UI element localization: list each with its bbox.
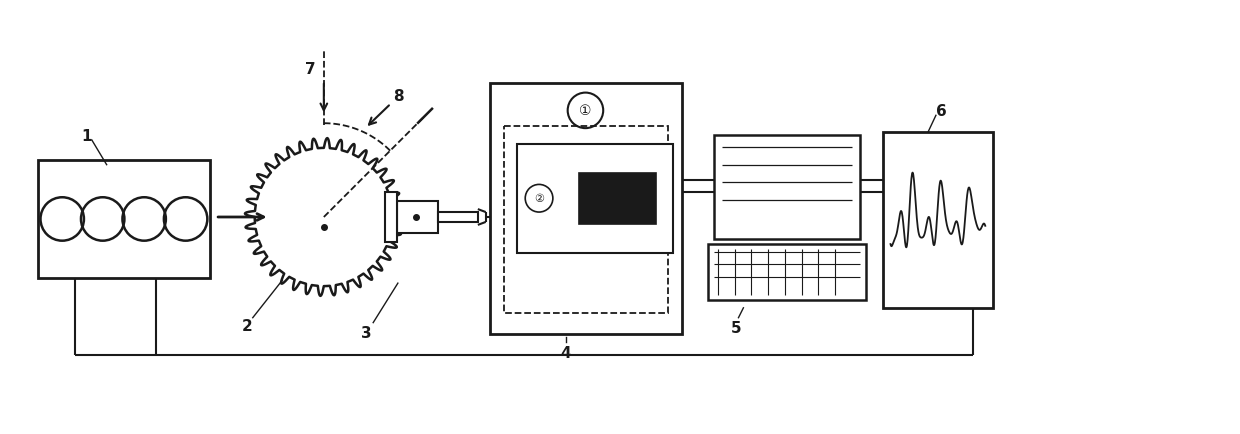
Text: 5: 5	[732, 320, 742, 335]
Text: 4: 4	[560, 345, 570, 360]
Bar	[490, 83, 682, 335]
Text: 7: 7	[305, 62, 315, 77]
Bar	[883, 133, 993, 308]
Bar	[397, 202, 439, 233]
Bar	[37, 161, 211, 279]
Text: 8: 8	[393, 89, 404, 104]
Text: 1: 1	[82, 128, 92, 143]
Text: 6: 6	[936, 104, 947, 118]
Bar	[708, 244, 866, 300]
Text: ②: ②	[534, 194, 544, 204]
Text: 3: 3	[361, 325, 372, 340]
Text: 2: 2	[242, 319, 252, 333]
Bar	[579, 173, 656, 224]
Text: ①: ①	[579, 104, 591, 118]
Bar	[503, 127, 668, 313]
Bar	[714, 136, 859, 239]
Bar	[517, 145, 673, 253]
Bar	[439, 213, 477, 222]
Bar	[386, 193, 397, 242]
